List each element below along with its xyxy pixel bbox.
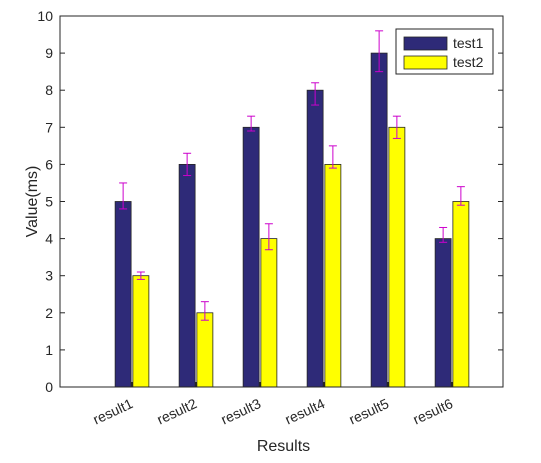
- y-tick-label: 2: [45, 305, 53, 321]
- bar-test1-result5: [370, 52, 388, 388]
- bars-group: [114, 52, 470, 388]
- bar-test1-result6: [434, 238, 452, 388]
- bar-test1-result4: [306, 89, 324, 388]
- y-tick-label: 9: [45, 45, 53, 61]
- y-tick-label: 0: [45, 379, 53, 395]
- bar-test2-result4: [324, 163, 342, 388]
- x-axis-label: Results: [257, 438, 310, 455]
- y-tick-label: 1: [45, 342, 53, 358]
- legend-swatch-test2: [403, 55, 448, 70]
- bar-test2-result2: [196, 312, 214, 388]
- bar-test1-result2: [178, 163, 196, 388]
- y-tick-label: 4: [45, 231, 53, 247]
- y-axis: 0 1 2 3 4 5 6 7 8 9 10: [37, 8, 503, 395]
- legend-label-test2: test2: [453, 54, 484, 70]
- y-axis-label: Value(ms): [24, 166, 41, 238]
- bar-test2-result6: [452, 201, 470, 388]
- y-tick-label: 10: [37, 8, 53, 24]
- bar-test2-result5: [388, 126, 406, 388]
- bar-test2-result1: [132, 275, 150, 388]
- bar-test2-result3: [260, 238, 278, 388]
- y-tick-label: 8: [45, 82, 53, 98]
- error-bars-group: [119, 30, 465, 321]
- y-tick-label: 6: [45, 156, 53, 172]
- y-tick-label: 5: [45, 194, 53, 210]
- bar-test1-result1: [114, 201, 132, 388]
- y-tick-label: 3: [45, 268, 53, 284]
- bar-test1-result3: [242, 126, 260, 388]
- legend[interactable]: test1 test2: [395, 28, 494, 75]
- y-tick-label: 7: [45, 119, 53, 135]
- legend-swatch-test1: [403, 36, 448, 51]
- legend-label-test1: test1: [453, 35, 484, 51]
